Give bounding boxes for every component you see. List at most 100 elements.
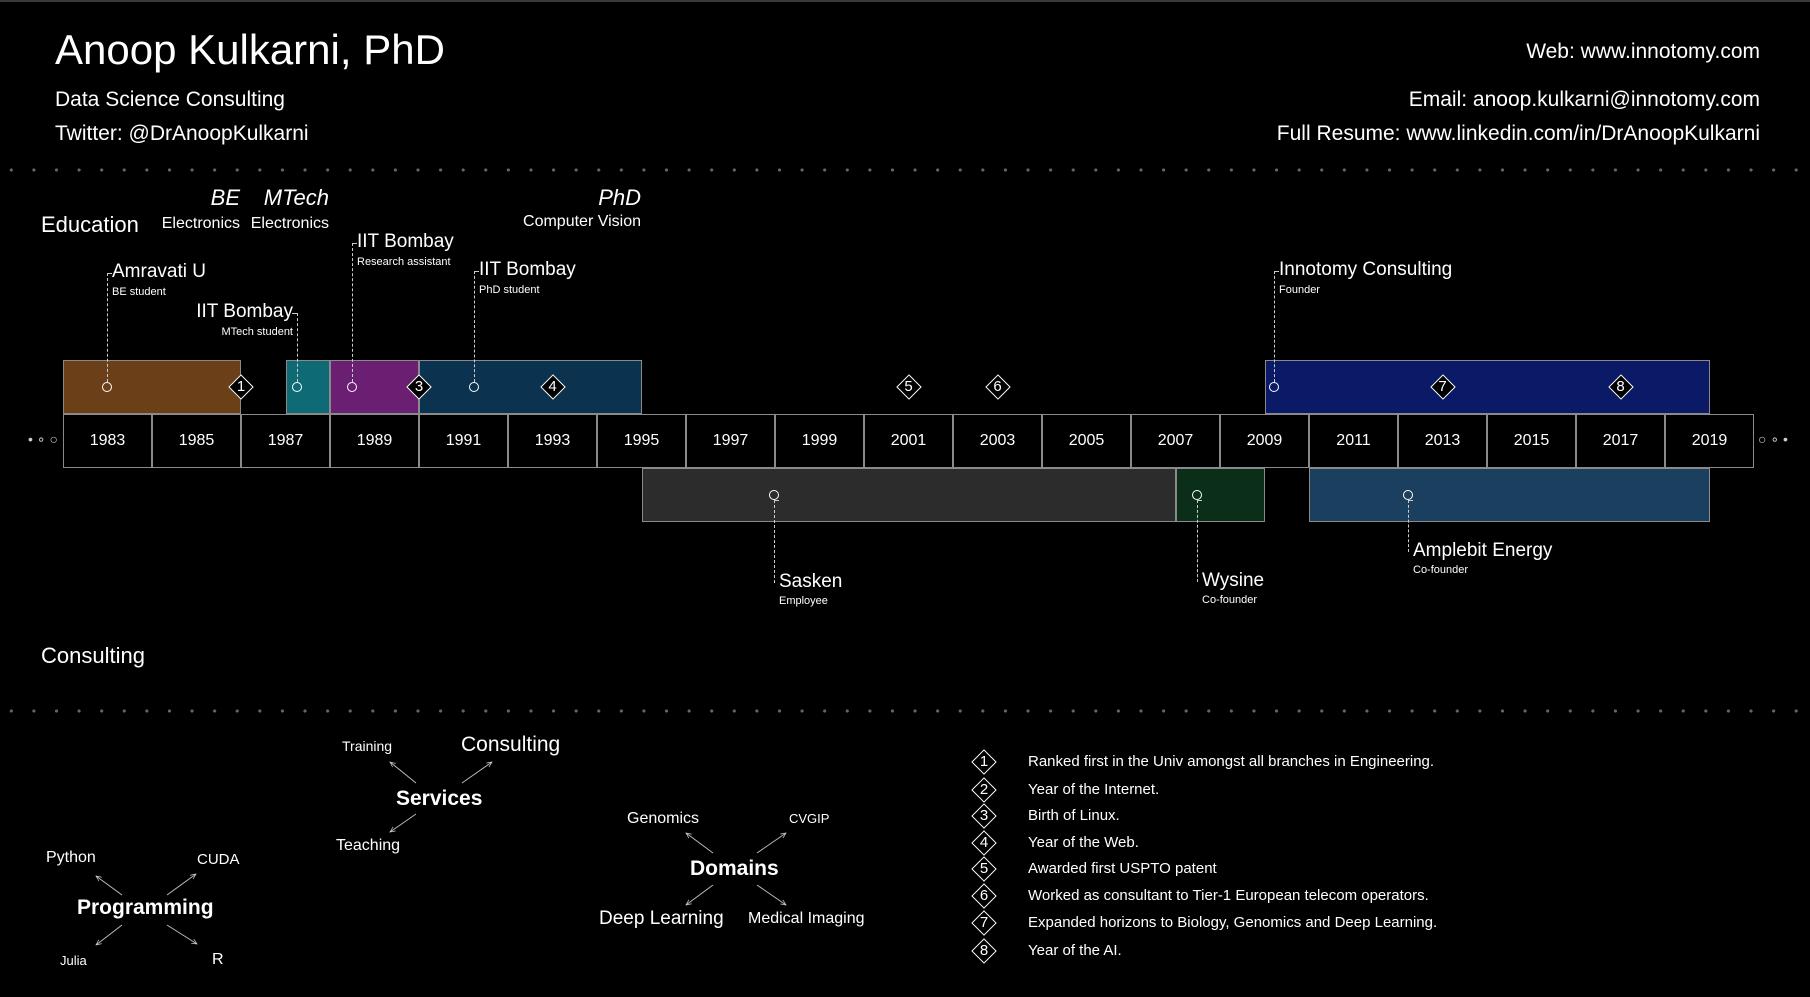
timeline-pin	[1269, 382, 1279, 392]
legend-diamond-icon: 7	[971, 910, 997, 936]
event-number: 5	[904, 378, 913, 395]
resume-link[interactable]: Full Resume: www.linkedin.com/in/DrAnoop…	[1276, 122, 1760, 145]
mindmap-domains-item: Medical Imaging	[748, 910, 865, 927]
legend-number: 3	[979, 807, 989, 824]
timeline-year-cell: 1991	[419, 414, 508, 468]
legend-number: 5	[979, 860, 989, 877]
mindmap-programming-item: Julia	[60, 953, 87, 968]
timeline-leader-line	[1274, 271, 1275, 382]
mindmap-programming-item: Python	[46, 849, 96, 866]
event-marker-icon[interactable]: 6	[984, 374, 1011, 400]
legend-number: 6	[979, 887, 989, 904]
timeline-leader-line	[107, 273, 108, 382]
mindmap-programming-title: Programming	[77, 896, 214, 919]
degree-phd-subject: Computer Vision	[523, 213, 641, 230]
period-org-label: Amravati U	[112, 261, 206, 282]
degree-mtech-title: MTech	[263, 185, 329, 210]
axis-end-ornament: ○ ∘ •	[1758, 431, 1788, 447]
legend-diamond-icon: 3	[971, 803, 997, 829]
timeline-year-cell: 1997	[686, 414, 775, 468]
event-number: 4	[548, 378, 557, 395]
event-number: 6	[993, 378, 1002, 395]
event-number: 3	[414, 378, 424, 395]
event-marker-icon[interactable]: 5	[895, 374, 922, 400]
period-role-label: Employee	[779, 595, 828, 607]
legend-text: Worked as consultant to Tier-1 European …	[1028, 887, 1429, 904]
timeline-leader-hook	[107, 273, 112, 274]
mindmap-services-title: Services	[396, 787, 483, 810]
mindmap-domains-item: Genomics	[627, 810, 700, 827]
mindmap-domains-title: Domains	[690, 857, 779, 880]
legend-number: 4	[979, 834, 989, 851]
timeline-leader-hook	[1197, 500, 1202, 501]
legend-text: Expanded horizons to Biology, Genomics a…	[1028, 914, 1438, 931]
event-marker-icon[interactable]: 7	[1429, 374, 1456, 400]
legend-number: 8	[979, 942, 989, 959]
education-period-bar[interactable]	[419, 360, 642, 414]
period-role-label: Co-founder	[1202, 594, 1258, 606]
timeline-leader-hook	[1274, 271, 1279, 272]
timeline-pin	[347, 382, 357, 392]
period-org-label: Wysine	[1202, 570, 1265, 591]
legend-text: Year of the AI.	[1028, 942, 1122, 959]
page-title: Anoop Kulkarni, PhD	[55, 26, 445, 73]
timeline-year-cell: 1983	[63, 414, 152, 468]
legend-text: Year of the Web.	[1028, 834, 1139, 851]
education-period-bar[interactable]	[63, 360, 241, 414]
timeline-leader-line	[774, 500, 775, 583]
timeline-year-cell: 1999	[775, 414, 864, 468]
period-org-label: Innotomy Consulting	[1279, 259, 1453, 280]
legend-text: Awarded first USPTO patent	[1028, 860, 1217, 877]
timeline-leader-hook	[1408, 500, 1413, 501]
event-marker-icon[interactable]: 3	[406, 374, 432, 400]
event-number: 7	[1438, 378, 1447, 395]
timeline-leader-line	[1197, 500, 1198, 582]
timeline-pin	[102, 382, 112, 392]
email-link[interactable]: Email: anoop.kulkarni@innotomy.com	[1408, 88, 1760, 111]
degree-phd-title: PhD	[598, 185, 641, 210]
legend-text: Ranked first in the Univ amongst all bra…	[1028, 753, 1435, 770]
legend-diamond-icon: 4	[971, 830, 997, 856]
work-period-bar[interactable]	[1175, 468, 1265, 522]
timeline-year-cell: 1995	[597, 414, 686, 468]
timeline-leader-line	[297, 313, 298, 382]
period-org-label: Sasken	[779, 571, 843, 592]
timeline-year-cell: 2003	[953, 414, 1042, 468]
divider-bottom	[0, 709, 1810, 713]
degree-be-subject: Electronics	[161, 215, 240, 232]
timeline-pin	[1192, 490, 1202, 500]
axis-start-ornament: • ∘ ○	[28, 431, 58, 447]
legend-text: Birth of Linux.	[1028, 807, 1120, 824]
top-border	[0, 0, 1810, 2]
work-period-bar[interactable]	[641, 468, 1176, 522]
timeline-year-cell: 2009	[1220, 414, 1309, 468]
mindmap-services-item: Consulting	[461, 733, 561, 756]
timeline-leader-hook	[474, 271, 479, 272]
timeline-year-cell: 2019	[1665, 414, 1754, 468]
period-org-label: IIT Bombay	[196, 301, 293, 322]
timeline-year-cell: 1989	[330, 414, 419, 468]
work-period-bar[interactable]	[1309, 468, 1710, 522]
legend-number: 2	[979, 781, 989, 798]
timeline-year-cell: 2013	[1398, 414, 1487, 468]
period-org-label: Amplebit Energy	[1413, 540, 1553, 561]
period-role-label: MTech student	[221, 326, 293, 338]
degree-be-title: BE	[210, 185, 240, 210]
education-period-bar[interactable]	[1264, 360, 1710, 414]
legend-number: 7	[979, 914, 989, 931]
legend-diamond-icon: 8	[971, 938, 997, 964]
legend-diamond-icon: 5	[971, 856, 997, 882]
twitter-handle[interactable]: Twitter: @DrAnoopKulkarni	[55, 122, 309, 145]
event-marker-icon[interactable]: 4	[539, 374, 566, 400]
legend-diamond-icon: 6	[971, 883, 997, 909]
event-marker-icon[interactable]: 8	[1607, 374, 1634, 400]
section-education: Education	[41, 212, 139, 237]
event-number: 8	[1616, 378, 1625, 395]
event-marker-icon[interactable]: 1	[228, 374, 254, 400]
timeline-year-cell: 2015	[1487, 414, 1576, 468]
mindmap-domains-item: Deep Learning	[599, 908, 724, 929]
mindmap-programming-item: R	[212, 951, 224, 968]
web-link[interactable]: Web: www.innotomy.com	[1526, 40, 1760, 63]
period-role-label: BE student	[112, 286, 166, 298]
education-period-bar[interactable]	[330, 360, 419, 414]
